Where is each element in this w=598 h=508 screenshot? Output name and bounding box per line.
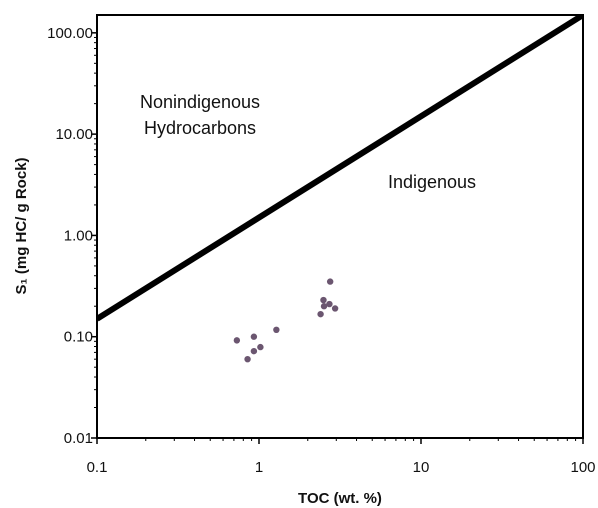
x-tick-label: 10 xyxy=(413,459,430,476)
boundary-layer xyxy=(97,15,583,322)
x-axis-title: TOC (wt. %) xyxy=(298,490,382,507)
data-point xyxy=(250,347,258,355)
data-point xyxy=(331,305,339,312)
data-point xyxy=(326,278,334,285)
data-point xyxy=(273,326,280,334)
data-point xyxy=(244,355,251,363)
x-tick-label: 0.1 xyxy=(87,459,108,476)
data-point xyxy=(320,296,327,304)
y-tick-label: 1.00 xyxy=(64,227,93,244)
x-tick-label: 1 xyxy=(255,459,263,476)
data-point xyxy=(257,343,264,351)
data-point xyxy=(326,300,333,308)
region-label-line: Nonindigenous xyxy=(140,92,260,112)
y-tick-label: 0.10 xyxy=(64,329,93,346)
region-label-indigenous: Indigenous xyxy=(388,172,476,192)
y-axis-title: S₁ (mg HC/ g Rock) xyxy=(13,157,30,294)
plot-area-frame xyxy=(96,14,584,439)
data-point xyxy=(320,303,328,310)
y-tick-label: 0.01 xyxy=(64,430,93,447)
region-labels: Nonindigenous Hydrocarbons Indigenous xyxy=(140,92,476,192)
x-axis-ticks: 0.1 1 10 100 xyxy=(87,438,596,476)
boundary-line xyxy=(97,15,583,322)
y-tick-label: 10.00 xyxy=(55,126,93,143)
data-points xyxy=(233,278,339,363)
data-point xyxy=(250,333,258,340)
data-point xyxy=(317,310,324,318)
y-tick-label: 100.00 xyxy=(47,25,93,42)
region-label-line: Indigenous xyxy=(388,172,476,192)
region-label-line: Hydrocarbons xyxy=(144,118,256,138)
y-axis-ticks: 0.01 0.10 1.00 10.00 100.00 xyxy=(47,25,97,447)
x-tick-label: 100 xyxy=(570,459,595,476)
region-label-nonindigenous: Nonindigenous Hydrocarbons xyxy=(140,92,260,138)
data-point xyxy=(233,337,241,344)
